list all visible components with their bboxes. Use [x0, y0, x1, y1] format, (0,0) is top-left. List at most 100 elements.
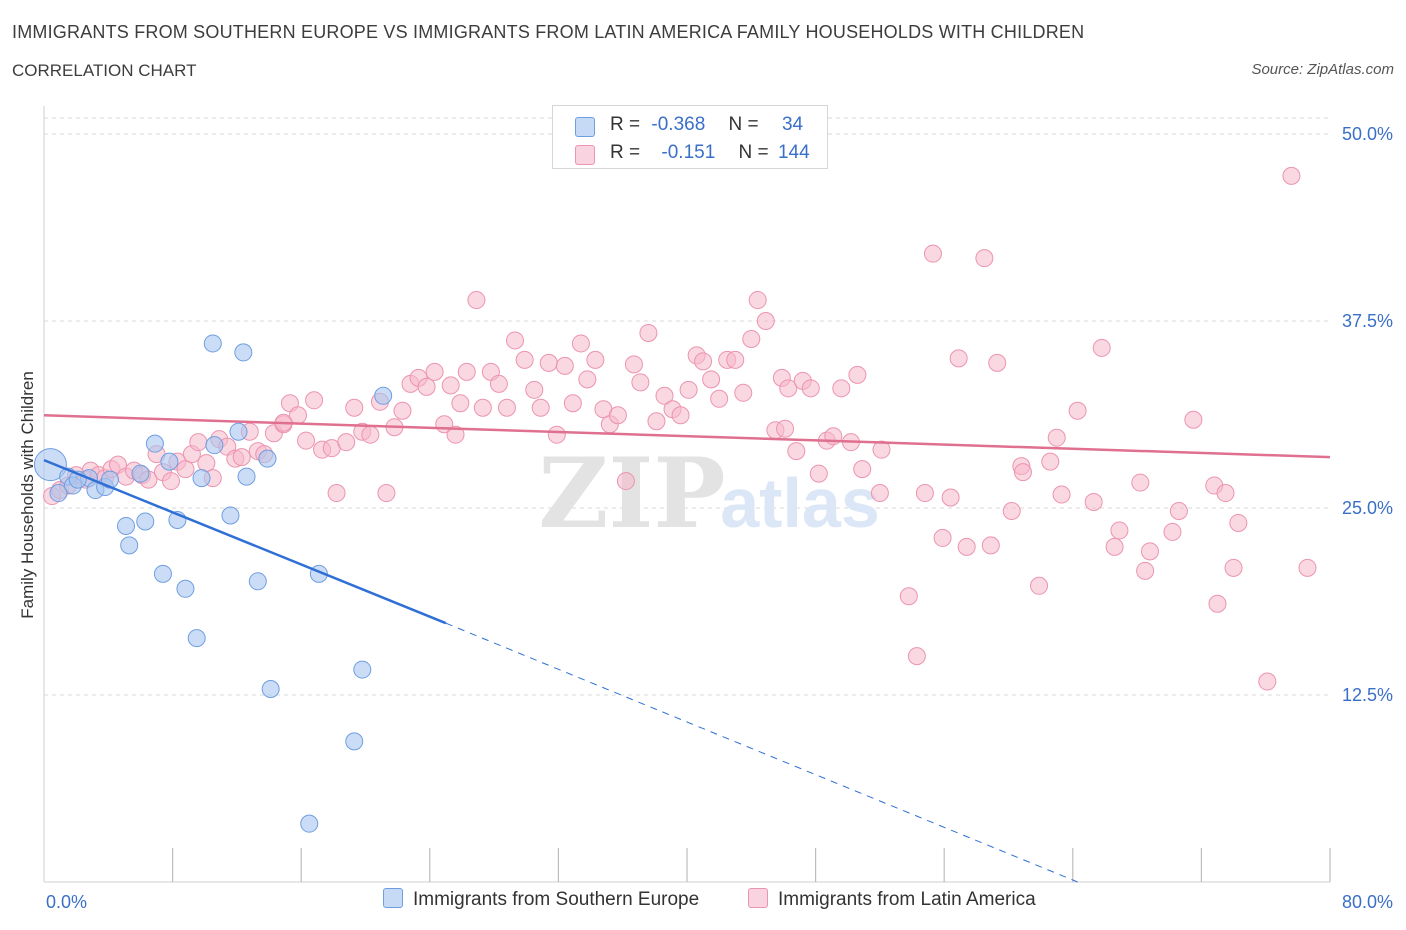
southern-europe-point	[187, 629, 206, 648]
latin-america-point	[467, 291, 486, 310]
latin-america-point	[801, 379, 820, 398]
latin-america-point	[710, 389, 729, 408]
y-axis-label: Family Households with Children	[18, 371, 37, 619]
southern-europe-point	[345, 732, 364, 751]
latin-america-point	[647, 412, 666, 431]
legend-n-value: 144	[777, 142, 810, 163]
latin-america-point	[345, 398, 364, 417]
latin-america-point	[539, 353, 558, 372]
southern-europe-point	[145, 434, 164, 453]
latin-america-point	[616, 472, 635, 491]
legend-n-value: 34	[781, 114, 804, 135]
latin-america-point	[563, 394, 582, 413]
latin-america-point	[899, 587, 918, 606]
chart-subtitle: CORRELATION CHART	[12, 61, 197, 80]
latin-america-point	[497, 398, 516, 417]
latin-america-point	[679, 380, 698, 399]
latin-america-point	[361, 425, 380, 444]
y-tick-label: 37.5%	[1342, 311, 1393, 331]
latin-america-point	[870, 484, 889, 503]
legend-n-label: N =	[728, 114, 759, 135]
legend-swatch-pink	[575, 145, 595, 165]
latin-america-point	[1208, 594, 1227, 613]
southern-europe-point	[131, 464, 150, 483]
latin-america-point	[1224, 558, 1243, 577]
latin-america-point	[327, 484, 346, 503]
bottom-legend-swatch-blue	[383, 888, 403, 908]
latin-america-point	[1052, 485, 1071, 504]
latin-america-point	[988, 353, 1007, 372]
latin-america-point	[1047, 428, 1066, 447]
southern-europe-point	[229, 422, 248, 441]
latin-america-point	[694, 352, 713, 371]
legend-r-label: R =	[610, 114, 641, 135]
latin-america-point	[1184, 410, 1203, 429]
latin-america-point	[1229, 513, 1248, 532]
latin-america-point	[756, 312, 775, 330]
latin-america-point	[1030, 576, 1049, 595]
southern-europe-point	[203, 334, 222, 353]
latin-america-point	[451, 394, 470, 413]
latin-america-point	[1169, 501, 1188, 520]
latin-america-point	[473, 398, 492, 417]
bottom-legend-swatch-pink	[748, 888, 768, 908]
latin-america-point	[832, 379, 851, 398]
southern-europe-point	[234, 343, 253, 362]
latin-america-point	[734, 383, 753, 402]
latin-america-point	[586, 350, 605, 369]
latin-america-point	[417, 377, 436, 396]
southern-europe-point	[33, 448, 67, 482]
southern-europe-point	[120, 536, 139, 555]
latin-america-point	[639, 323, 658, 342]
southern-europe-point	[248, 572, 267, 591]
latin-america-point	[305, 391, 324, 410]
latin-america-point	[176, 460, 195, 479]
latin-america-point	[1041, 452, 1060, 471]
latin-america-point	[1131, 473, 1150, 492]
latin-america-point	[441, 376, 460, 395]
latin-america-point	[1140, 542, 1159, 561]
latin-america-point	[981, 536, 1000, 555]
latin-america-point	[1002, 501, 1021, 520]
latin-america-point	[726, 350, 745, 369]
y-tick-label: 25.0%	[1342, 498, 1393, 518]
southern-europe-point	[153, 564, 172, 583]
latin-america-point	[608, 406, 627, 425]
latin-america-point	[853, 460, 872, 479]
y-tick-label: 50.0%	[1342, 124, 1393, 144]
latin-america-point	[915, 484, 934, 503]
legend-swatch-blue	[575, 117, 595, 137]
latin-america-point	[525, 380, 544, 399]
latin-america-point	[1163, 522, 1182, 541]
latin-america-point	[1282, 166, 1301, 185]
latin-america-point	[555, 356, 574, 375]
latin-america-point	[1084, 493, 1103, 512]
latin-america-point	[161, 472, 180, 491]
latin-america-point	[787, 442, 806, 461]
legend-r-value: -0.151	[661, 142, 716, 163]
latin-america-point	[197, 454, 216, 473]
latin-america-point	[933, 528, 952, 547]
latin-america-point	[232, 448, 251, 467]
x-tick-label: 80.0%	[1342, 892, 1393, 912]
latin-america-point	[1110, 521, 1129, 540]
latin-america-point	[297, 431, 316, 450]
latin-america-point	[848, 365, 867, 384]
latin-america-point	[1298, 558, 1317, 577]
latin-america-point	[189, 433, 208, 452]
latin-america-point	[779, 379, 798, 398]
latin-america-point	[941, 488, 960, 507]
southern-europe-point	[258, 449, 277, 468]
y-tick-label: 12.5%	[1342, 685, 1393, 705]
latin-america-point	[776, 419, 795, 438]
latin-america-point	[1258, 672, 1277, 691]
latin-america-point	[671, 406, 690, 425]
latin-america-point	[425, 362, 444, 381]
bottom-legend-label: Immigrants from Southern Europe	[413, 889, 700, 910]
southern-europe-point	[300, 814, 319, 833]
latin-america-point	[975, 249, 994, 268]
latin-america-point	[531, 398, 550, 417]
latin-america-point	[457, 362, 476, 381]
southern-europe-point	[160, 452, 179, 471]
